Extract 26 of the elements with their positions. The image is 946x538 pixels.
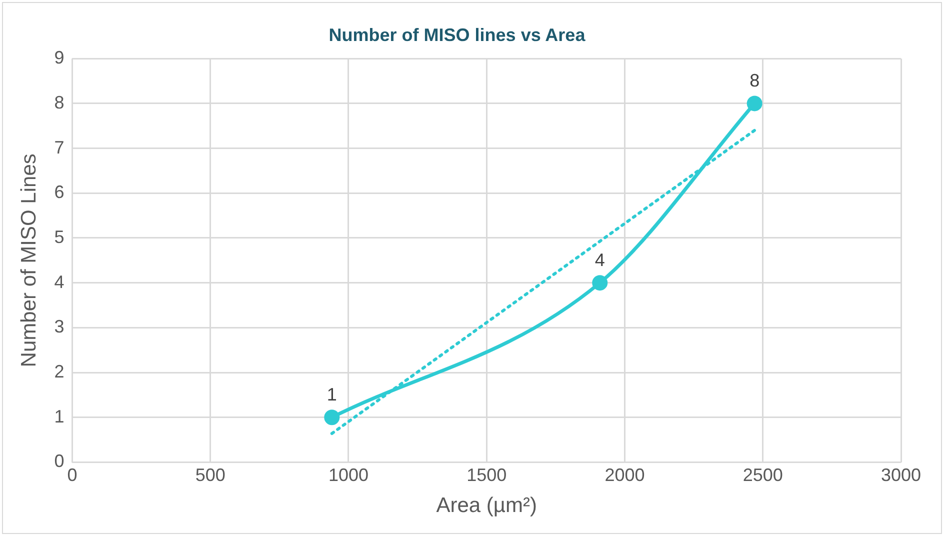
x-tick-label: 2000 [604, 464, 645, 485]
y-tick-label: 8 [54, 92, 64, 112]
x-tick-label: 1000 [328, 464, 368, 485]
y-tick-label: 0 [54, 451, 64, 472]
y-axis-title: Number of MISO Lines [17, 154, 40, 368]
y-tick-label: 6 [54, 182, 64, 202]
point [324, 410, 340, 426]
x-tick-label: 500 [195, 464, 226, 485]
y-tick-label: 5 [54, 226, 64, 247]
chart-title: Number of MISO lines vs Area [328, 24, 586, 45]
y-tick-label: 1 [54, 406, 64, 426]
x-axis-title: Area (µm²) [436, 494, 537, 518]
y-tick-label: 4 [54, 272, 64, 292]
y-tick-label: 9 [54, 48, 64, 68]
data-label: 4 [594, 250, 605, 270]
x-tick-label: 1500 [466, 464, 507, 485]
data-label: 1 [326, 384, 337, 404]
point [746, 96, 762, 112]
x-tick-label: 2500 [742, 464, 783, 485]
y-tick-label: 2 [54, 361, 64, 382]
point [592, 275, 608, 291]
y-tick-label: 3 [54, 316, 64, 337]
y-tick-label: 7 [54, 137, 64, 158]
x-tick-label: 3000 [880, 464, 922, 485]
data-label: 8 [750, 70, 760, 90]
x-tick-label: 0 [67, 464, 78, 485]
